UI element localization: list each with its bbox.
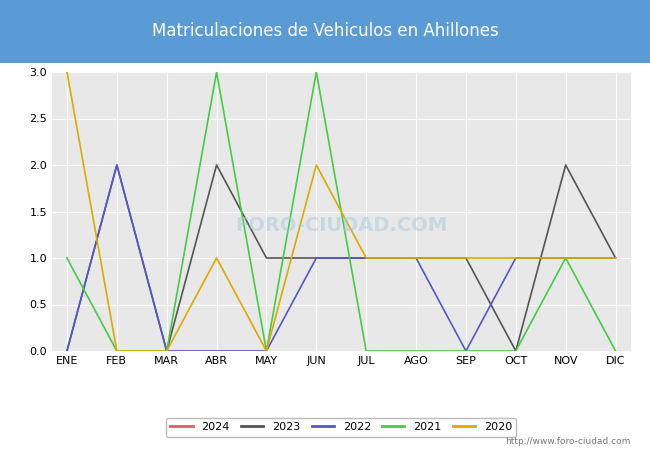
Text: Matriculaciones de Vehiculos en Ahillones: Matriculaciones de Vehiculos en Ahillone… — [151, 22, 499, 40]
Text: http://www.foro-ciudad.com: http://www.foro-ciudad.com — [505, 436, 630, 446]
Text: FORO-CIUDAD.COM: FORO-CIUDAD.COM — [235, 216, 447, 235]
Legend: 2024, 2023, 2022, 2021, 2020: 2024, 2023, 2022, 2021, 2020 — [166, 418, 517, 437]
